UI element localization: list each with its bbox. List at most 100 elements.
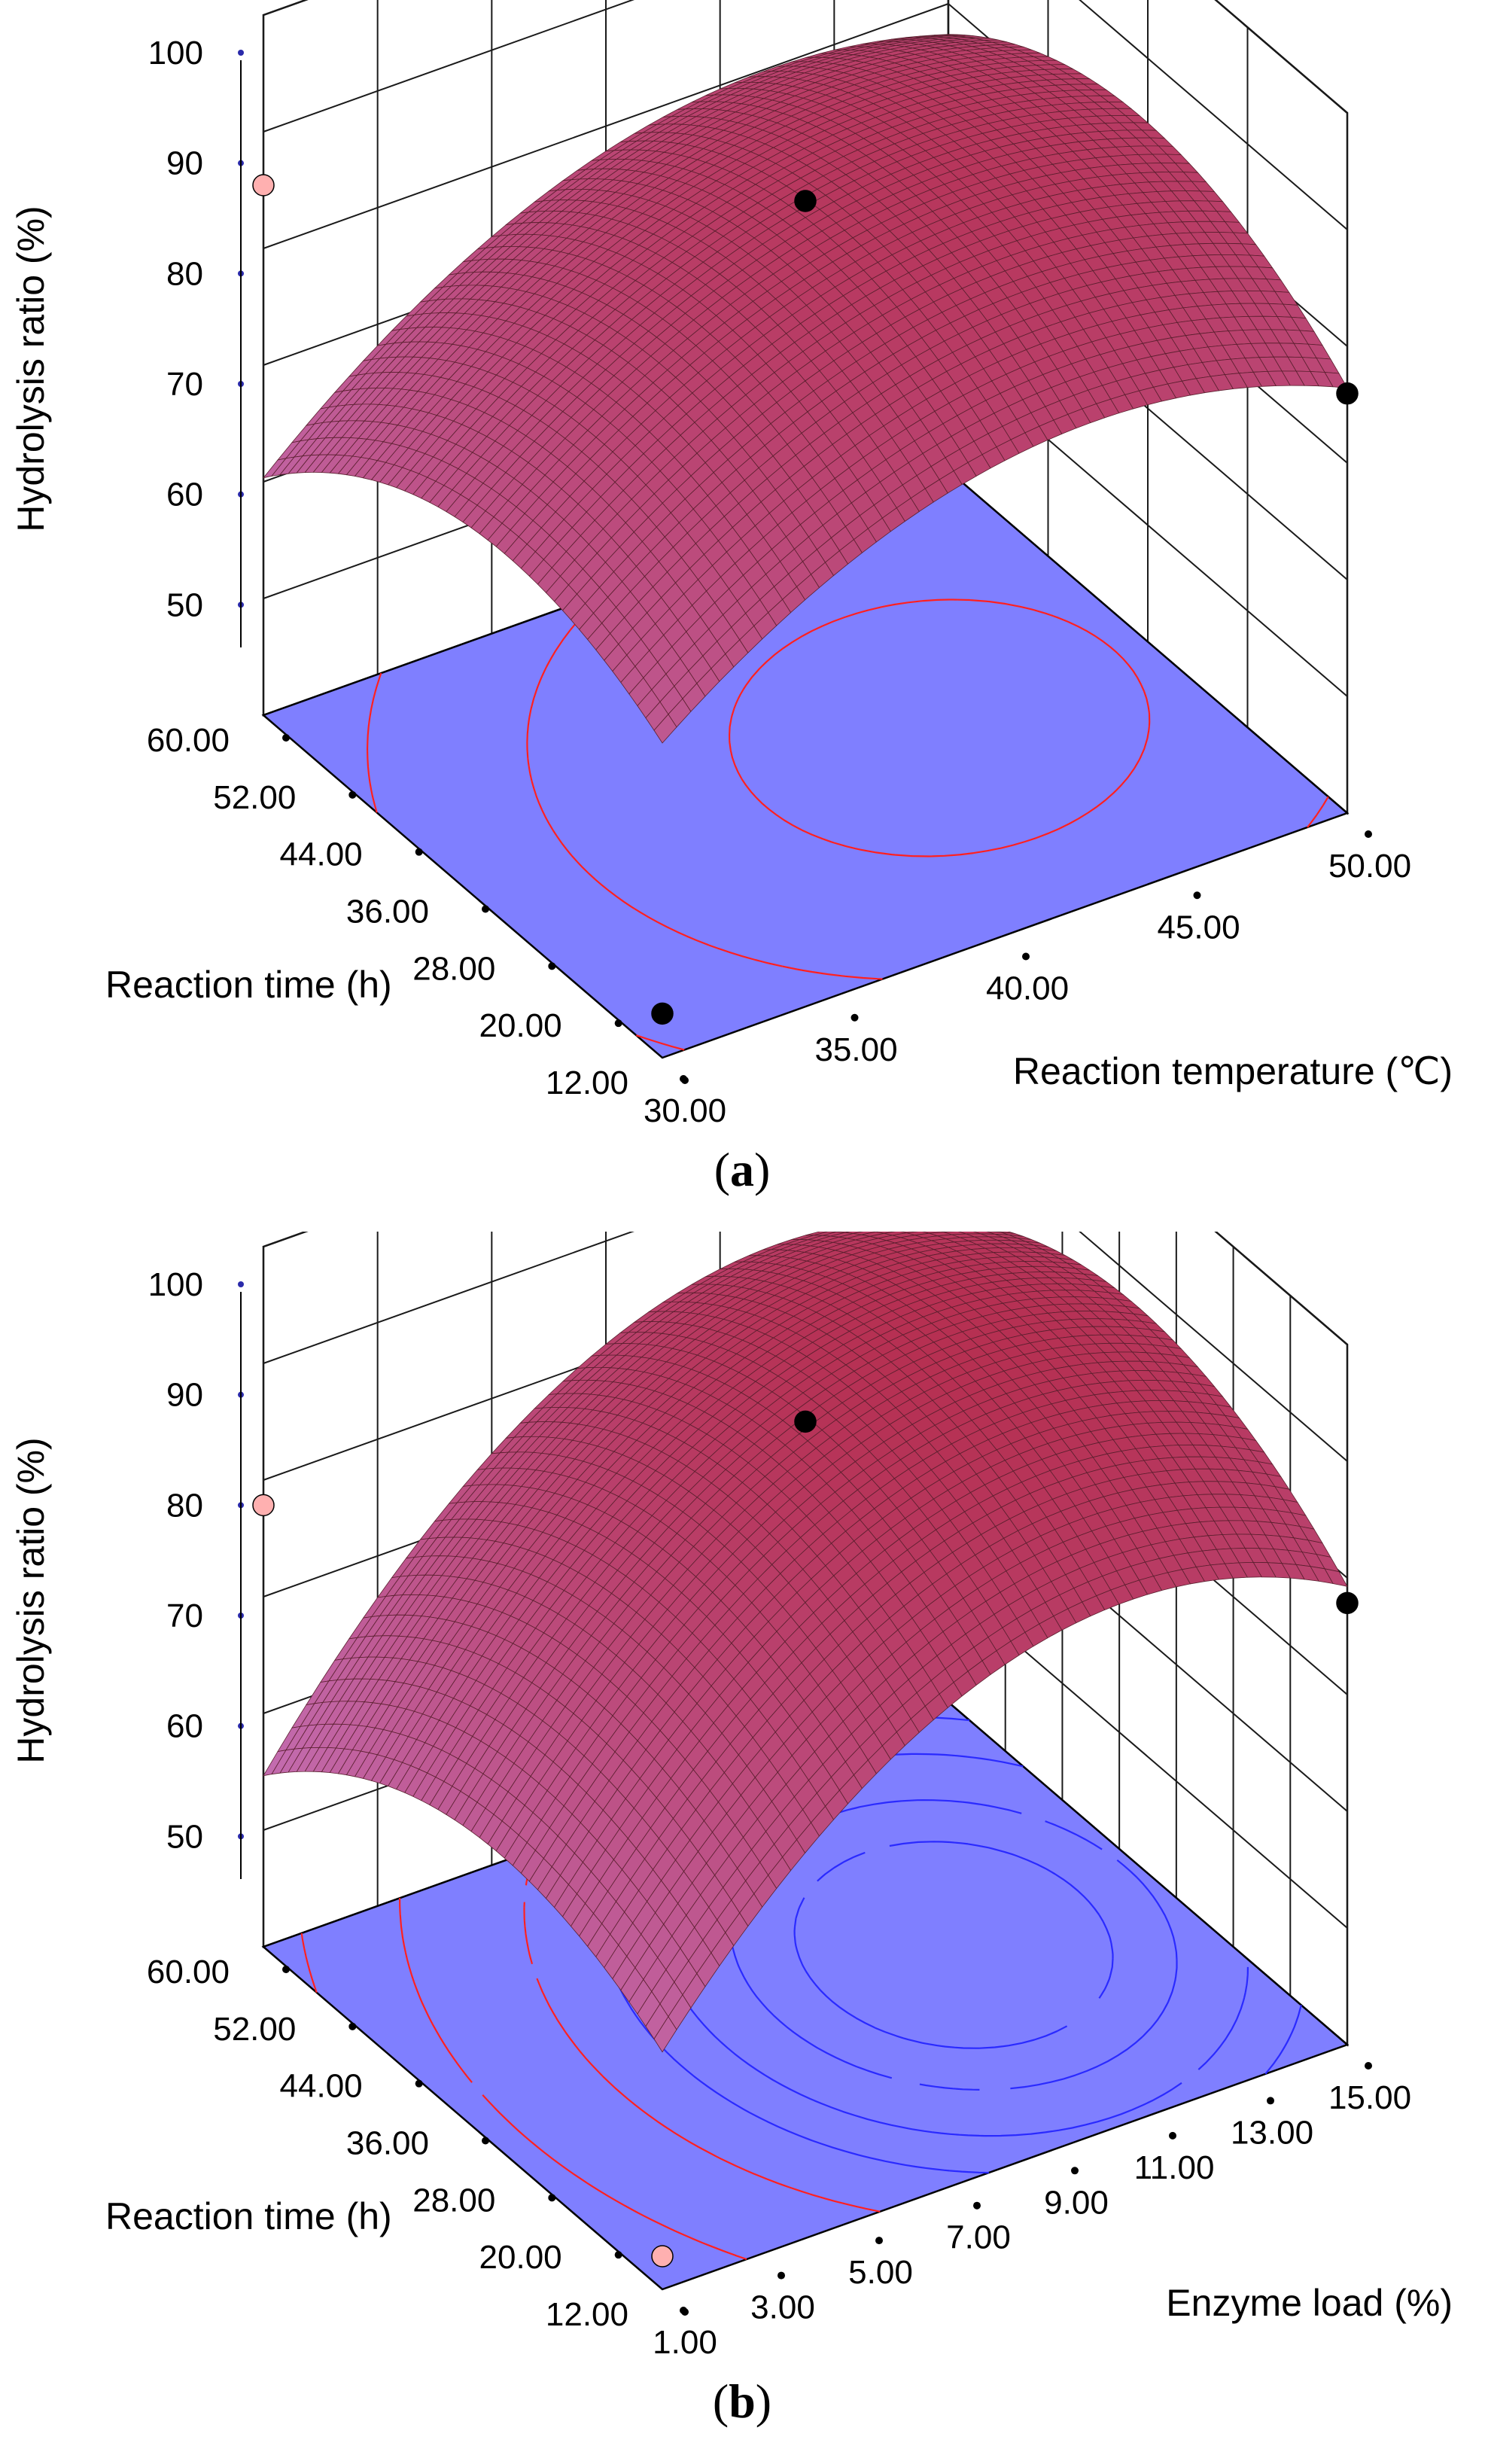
x-tick-mark bbox=[415, 2079, 423, 2088]
z-axis-title: Hydrolysis ratio (%) bbox=[10, 206, 52, 531]
z-tick-label: 70 bbox=[166, 366, 203, 403]
y-tick-label: 3.00 bbox=[750, 2289, 815, 2326]
design-point bbox=[252, 174, 275, 196]
y-tick-mark bbox=[1169, 2131, 1176, 2140]
y-tick-mark bbox=[1022, 952, 1030, 961]
y-tick-label: 13.00 bbox=[1231, 2114, 1313, 2151]
x-tick-label: 20.00 bbox=[479, 1007, 562, 1044]
y-tick-mark bbox=[973, 2201, 981, 2210]
design-point bbox=[252, 1494, 275, 1517]
surface-cell bbox=[653, 2016, 677, 2053]
y-tick-mark bbox=[1365, 830, 1372, 838]
wall-grid-line bbox=[1079, 1232, 1348, 1462]
design-point bbox=[794, 190, 817, 212]
y-tick-mark bbox=[875, 2237, 883, 2245]
y-tick-mark bbox=[1365, 2062, 1372, 2070]
chart-panel-b: 100 90 80 70 60 50 Hydrolysis ratio (%) 60.00 52… bbox=[0, 1232, 1485, 2463]
contour-line bbox=[399, 1898, 747, 2261]
z-tick-label: 70 bbox=[166, 1597, 203, 1634]
contour-line bbox=[367, 672, 685, 1051]
z-tick-label: 100 bbox=[148, 1266, 203, 1303]
y-tick-mark bbox=[1267, 2097, 1274, 2105]
y-tick-mark bbox=[851, 1013, 859, 1022]
z-tick-label: 90 bbox=[166, 1377, 203, 1414]
surface-cell bbox=[653, 714, 677, 744]
z-tick-label: 90 bbox=[166, 145, 203, 182]
y-tick-label: 1.00 bbox=[653, 2324, 717, 2361]
wall-grid-line bbox=[1214, 0, 1348, 114]
x-tick-label: 44.00 bbox=[280, 836, 363, 873]
x-tick-label: 44.00 bbox=[280, 2068, 363, 2105]
x-tick-label: 28.00 bbox=[412, 950, 495, 987]
contour-line bbox=[729, 598, 1151, 857]
caption-paren-close: ) bbox=[754, 1143, 770, 1196]
x-tick-mark bbox=[282, 734, 290, 742]
caption-letter: b bbox=[729, 2374, 756, 2428]
z-tick-label: 80 bbox=[166, 1487, 203, 1524]
wall-grid-line bbox=[1214, 1232, 1348, 1345]
z-tick-mark bbox=[238, 1281, 244, 1287]
x-tick-label: 60.00 bbox=[147, 1954, 230, 1990]
x-tick-mark bbox=[482, 905, 489, 913]
z-tick-label: 50 bbox=[166, 1818, 203, 1855]
x-tick-label: 36.00 bbox=[346, 894, 429, 930]
x-tick-label: 52.00 bbox=[213, 2011, 296, 2048]
z-axis-title: Hydrolysis ratio (%) bbox=[10, 1437, 52, 1763]
x-tick-mark bbox=[548, 2194, 556, 2202]
y-tick-mark bbox=[680, 1075, 687, 1083]
y-axis-title: Enzyme load (%) bbox=[1166, 2282, 1453, 2324]
y-tick-label: 35.00 bbox=[814, 1031, 897, 1068]
x-tick-label: 60.00 bbox=[147, 722, 230, 759]
x-tick-label: 12.00 bbox=[546, 1064, 628, 1101]
design-point bbox=[794, 1410, 817, 1433]
y-tick-label: 50.00 bbox=[1328, 848, 1411, 885]
x-tick-mark bbox=[614, 2251, 622, 2259]
x-tick-label: 36.00 bbox=[346, 2125, 429, 2162]
y-tick-label: 11.00 bbox=[1134, 2149, 1215, 2186]
design-point bbox=[651, 2245, 674, 2268]
panel-caption: (b) bbox=[713, 2374, 771, 2428]
z-tick-label: 60 bbox=[166, 1708, 203, 1745]
y-tick-label: 9.00 bbox=[1044, 2184, 1109, 2221]
z-tick-mark bbox=[238, 50, 244, 56]
contour-line bbox=[300, 1933, 318, 1993]
x-tick-mark bbox=[415, 848, 423, 856]
x-tick-mark bbox=[482, 2137, 489, 2145]
y-tick-label: 7.00 bbox=[946, 2219, 1011, 2256]
y-tick-mark bbox=[1193, 891, 1201, 900]
x-axis-title: Reaction time (h) bbox=[105, 2195, 392, 2237]
chart-panel-a: 100 90 80 70 60 50 Hydrolysis ratio (%) 60.00 52… bbox=[10, 0, 1453, 1196]
z-tick-label: 80 bbox=[166, 255, 203, 292]
y-tick-label: 30.00 bbox=[644, 1092, 726, 1129]
z-tick-label: 60 bbox=[166, 477, 203, 513]
y-tick-label: 40.00 bbox=[986, 970, 1069, 1007]
x-tick-mark bbox=[548, 962, 556, 970]
x-tick-label: 12.00 bbox=[546, 2296, 628, 2333]
y-tick-label: 15.00 bbox=[1328, 2079, 1411, 2116]
panel-caption: (a) bbox=[714, 1143, 771, 1196]
y-tick-label: 5.00 bbox=[848, 2254, 913, 2291]
z-tick-label: 100 bbox=[148, 35, 203, 72]
x-tick-mark bbox=[348, 2022, 357, 2030]
response-surface bbox=[263, 1232, 1348, 2053]
x-tick-mark bbox=[282, 1966, 290, 1973]
surface-plot-b: 100 90 80 70 60 50 Hydrolysis ratio (%) 60.00 52… bbox=[10, 1232, 1453, 2428]
caption-paren-open: ( bbox=[713, 2374, 729, 2428]
x-tick-mark bbox=[614, 1019, 622, 1028]
design-point bbox=[651, 1002, 674, 1025]
x-tick-label: 52.00 bbox=[213, 779, 296, 816]
contour-line bbox=[793, 1841, 1114, 2049]
z-tick-label: 50 bbox=[166, 586, 203, 623]
caption-letter: a bbox=[730, 1143, 754, 1196]
design-point bbox=[1336, 1591, 1359, 1615]
y-axis-title: Reaction temperature (℃) bbox=[1013, 1050, 1453, 1092]
y-tick-mark bbox=[777, 2271, 785, 2280]
x-tick-label: 28.00 bbox=[412, 2182, 495, 2219]
y-tick-mark bbox=[1071, 2167, 1079, 2175]
y-tick-label: 45.00 bbox=[1157, 909, 1240, 946]
x-tick-label: 20.00 bbox=[479, 2239, 562, 2276]
surface-plot-a: 100 90 80 70 60 50 Hydrolysis ratio (%) 60.00 52… bbox=[10, 0, 1453, 1196]
caption-paren-open: ( bbox=[714, 1143, 730, 1196]
x-axis-title: Reaction time (h) bbox=[105, 964, 392, 1006]
caption-paren-close: ) bbox=[756, 2374, 771, 2428]
